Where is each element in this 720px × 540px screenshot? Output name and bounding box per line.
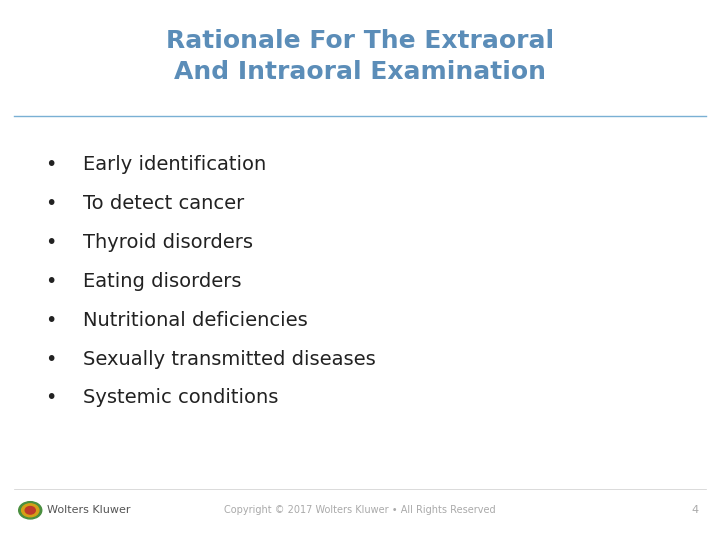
Circle shape	[25, 507, 35, 514]
Text: To detect cancer: To detect cancer	[83, 194, 244, 213]
Text: Early identification: Early identification	[83, 155, 266, 174]
Text: Rationale For The Extraoral
And Intraoral Examination: Rationale For The Extraoral And Intraora…	[166, 29, 554, 84]
Text: Copyright © 2017 Wolters Kluwer • All Rights Reserved: Copyright © 2017 Wolters Kluwer • All Ri…	[224, 505, 496, 515]
Text: Thyroid disorders: Thyroid disorders	[83, 233, 253, 252]
Text: Wolters Kluwer: Wolters Kluwer	[47, 505, 130, 515]
Text: 4: 4	[691, 505, 698, 515]
Text: •: •	[45, 310, 56, 330]
Text: Systemic conditions: Systemic conditions	[83, 388, 278, 408]
Text: •: •	[45, 233, 56, 252]
Text: •: •	[45, 194, 56, 213]
Text: •: •	[45, 155, 56, 174]
Text: •: •	[45, 349, 56, 369]
Text: Eating disorders: Eating disorders	[83, 272, 241, 291]
Text: •: •	[45, 388, 56, 408]
Text: Nutritional deficiencies: Nutritional deficiencies	[83, 310, 307, 330]
Circle shape	[19, 502, 42, 519]
Circle shape	[22, 504, 39, 517]
Text: Sexually transmitted diseases: Sexually transmitted diseases	[83, 349, 376, 369]
Text: •: •	[45, 272, 56, 291]
